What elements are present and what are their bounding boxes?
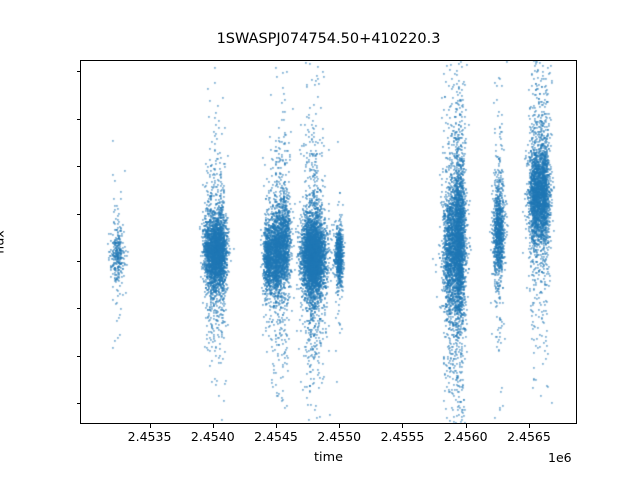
- y-tick-mark: [76, 118, 80, 120]
- x-tick-label: 2.4535: [127, 429, 172, 444]
- x-tick-mark: [149, 424, 151, 428]
- x-tick-label: 2.4545: [254, 429, 298, 444]
- x-tick-mark: [276, 424, 278, 428]
- x-tick-mark: [402, 424, 404, 428]
- x-axis-label: time: [314, 450, 343, 465]
- x-tick-label: 2.4550: [317, 429, 362, 444]
- x-tick-mark: [212, 424, 214, 428]
- axes-frame: [80, 60, 577, 424]
- x-tick-mark: [528, 424, 530, 428]
- x-tick-label: 2.4555: [380, 429, 425, 444]
- y-tick-mark: [76, 213, 80, 215]
- x-tick-label: 2.4565: [507, 429, 551, 444]
- x-tick-mark: [339, 424, 341, 428]
- y-tick-mark: [76, 355, 80, 357]
- page-title: 1SWASPJ074754.50+410220.3: [216, 31, 441, 47]
- y-tick-mark: [76, 403, 80, 405]
- x-tick-label: 2.4540: [190, 429, 235, 444]
- y-tick-mark: [76, 166, 80, 168]
- x-axis-offset-text: 1e6: [548, 450, 572, 465]
- y-tick-mark: [76, 71, 80, 73]
- x-tick-label: 2.4560: [443, 429, 488, 444]
- scatter-plot-canvas: [80, 60, 577, 424]
- x-tick-mark: [465, 424, 467, 428]
- y-axis-label: flux: [0, 230, 8, 254]
- y-tick-mark: [76, 260, 80, 262]
- y-tick-mark: [76, 308, 80, 310]
